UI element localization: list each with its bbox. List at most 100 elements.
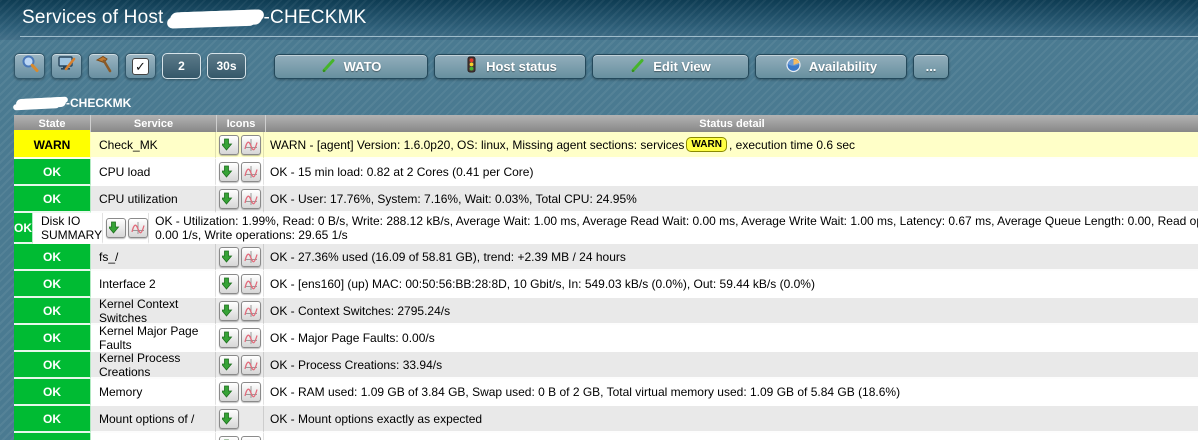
icons-cell bbox=[216, 433, 264, 440]
host-group-label: -CHECKMK bbox=[14, 96, 131, 110]
search-button[interactable] bbox=[14, 53, 45, 79]
more-buttons-button[interactable]: ... bbox=[913, 53, 949, 79]
icons-cell bbox=[216, 406, 264, 433]
service-row: OK fs_/ OK - 27.36% used (16.09 of 58.81 G… bbox=[14, 244, 1198, 271]
service-name[interactable]: Mount options of / bbox=[91, 406, 216, 433]
service-row: OK Memory OK - RAM used: 1.09 GB of 3.84 G… bbox=[14, 379, 1198, 406]
service-row: OK Kernel Process Creations OK - Process C… bbox=[14, 351, 1198, 379]
wato-button[interactable]: WATO bbox=[274, 53, 428, 79]
column-header-service[interactable]: Service bbox=[91, 115, 217, 132]
service-name[interactable]: Interface 2 bbox=[91, 271, 216, 298]
refresh-interval-button[interactable]: 30s bbox=[207, 53, 246, 79]
service-name[interactable]: Kernel Context Switches bbox=[91, 297, 216, 325]
title-underline bbox=[20, 36, 1198, 37]
service-graph-icon[interactable] bbox=[128, 217, 149, 238]
icons-cell bbox=[216, 186, 264, 213]
more-buttons-label: ... bbox=[925, 58, 937, 74]
service-graph-icon[interactable] bbox=[241, 300, 261, 321]
page-title-suffix: -CHECKMK bbox=[263, 7, 367, 28]
column-header-icons[interactable]: Icons bbox=[217, 115, 266, 132]
service-name[interactable] bbox=[91, 433, 216, 440]
service-row: OK bbox=[14, 433, 1198, 440]
service-name[interactable]: Disk IO SUMMARY bbox=[33, 213, 104, 244]
icons-cell bbox=[216, 352, 264, 379]
service-graph-icon[interactable] bbox=[241, 327, 261, 348]
edit-view-button[interactable]: Edit View bbox=[592, 53, 749, 79]
availability-button-label: Availability bbox=[808, 58, 878, 74]
columns-button[interactable]: 2 bbox=[162, 53, 201, 79]
service-graph-icon[interactable] bbox=[241, 161, 261, 182]
painter-options-button[interactable] bbox=[51, 53, 82, 79]
service-name[interactable]: CPU utilization bbox=[91, 186, 216, 213]
availability-button[interactable]: Availability bbox=[755, 53, 907, 79]
page-title-prefix: Services of Host bbox=[22, 7, 164, 28]
status-detail-line: OK - Utilization: 1.99%, Read: 0 B/s, Wr… bbox=[155, 213, 1198, 228]
service-row: OK Kernel Context Switches OK - Context Sw… bbox=[14, 297, 1198, 325]
page-title: Services of Host -CHECKMK bbox=[22, 7, 366, 29]
service-name[interactable]: Memory bbox=[91, 379, 216, 406]
icons-cell bbox=[216, 244, 264, 271]
status-detail-line: 0.00 1/s, Write operations: 29.65 1/s bbox=[155, 227, 348, 242]
service-graph-icon[interactable] bbox=[241, 134, 261, 155]
service-row: WARN Check_MK WARN - [agent] Version: 1.6.… bbox=[14, 132, 1198, 159]
service-graph-icon[interactable] bbox=[241, 273, 261, 294]
status-detail: OK - [ens160] (up) MAC: 00:50:56:BB:28:8… bbox=[264, 271, 1198, 298]
service-menu-icon[interactable] bbox=[219, 300, 239, 321]
state-cell: OK bbox=[14, 325, 91, 352]
status-detail bbox=[264, 433, 1198, 440]
icons-cell bbox=[216, 271, 264, 298]
status-detail: OK - User: 17.76%, System: 7.16%, Wait: … bbox=[264, 186, 1198, 213]
service-name[interactable]: fs_/ bbox=[91, 244, 216, 271]
commands-button[interactable] bbox=[88, 53, 119, 79]
icons-cell bbox=[216, 379, 264, 406]
state-cell: OK bbox=[14, 271, 91, 298]
service-menu-icon[interactable] bbox=[219, 134, 239, 155]
icons-cell bbox=[216, 159, 264, 186]
service-menu-icon[interactable] bbox=[219, 327, 239, 348]
state-cell: OK bbox=[14, 352, 91, 379]
icons-cell bbox=[216, 325, 264, 352]
status-detail: OK - Process Creations: 33.94/s bbox=[264, 352, 1198, 379]
wato-button-label: WATO bbox=[343, 58, 382, 74]
service-menu-icon[interactable] bbox=[219, 381, 239, 402]
checkboxes-toggle-button[interactable]: ✓ bbox=[125, 53, 156, 79]
service-menu-icon[interactable] bbox=[219, 246, 239, 267]
service-graph-icon[interactable] bbox=[241, 188, 261, 209]
search-icon bbox=[20, 54, 40, 79]
service-menu-icon[interactable] bbox=[219, 435, 239, 440]
status-detail: OK - 27.36% used (16.09 of 58.81 GB), tr… bbox=[264, 244, 1198, 271]
service-menu-icon[interactable] bbox=[106, 217, 127, 238]
service-name[interactable]: Kernel Process Creations bbox=[91, 351, 216, 379]
status-detail-text: , execution time 0.6 sec bbox=[728, 137, 856, 152]
service-menu-icon[interactable] bbox=[219, 188, 239, 209]
service-graph-icon[interactable] bbox=[241, 381, 261, 402]
state-cell: OK bbox=[14, 186, 91, 213]
icons-cell bbox=[216, 298, 264, 325]
status-detail: OK - Utilization: 1.99%, Read: 0 B/s, Wr… bbox=[149, 213, 1198, 244]
service-menu-icon[interactable] bbox=[219, 354, 239, 375]
host-status-button[interactable]: Host status bbox=[434, 53, 586, 79]
service-name[interactable]: Check_MK bbox=[91, 132, 216, 159]
service-graph-icon[interactable] bbox=[241, 246, 261, 267]
service-menu-icon[interactable] bbox=[219, 273, 239, 294]
service-graph-icon[interactable] bbox=[241, 435, 261, 440]
service-graph-icon[interactable] bbox=[241, 354, 261, 375]
state-cell: OK bbox=[14, 379, 91, 406]
redaction-scribble bbox=[15, 96, 67, 110]
column-header-status-detail[interactable]: Status detail bbox=[699, 117, 765, 130]
pencil-icon bbox=[321, 57, 337, 76]
icons-cell bbox=[216, 132, 264, 159]
service-menu-icon[interactable] bbox=[219, 408, 239, 429]
state-cell: OK bbox=[14, 298, 91, 325]
service-name[interactable]: CPU load bbox=[91, 159, 216, 186]
column-header-state[interactable]: State bbox=[14, 115, 91, 132]
host-group-label-suffix: -CHECKMK bbox=[66, 96, 132, 110]
service-name[interactable]: Kernel Major Page Faults bbox=[91, 324, 216, 352]
status-detail: OK - 15 min load: 0.82 at 2 Cores (0.41 … bbox=[264, 159, 1198, 186]
service-row: OK Disk IO SUMMARY OK - Utilization: 1.99%… bbox=[14, 213, 1198, 244]
service-row: OK Mount options of / OK - Mount options e… bbox=[14, 406, 1198, 433]
status-detail: OK - RAM used: 1.09 GB of 3.84 GB, Swap … bbox=[264, 379, 1198, 406]
service-row: OK CPU load OK - 15 min load: 0.82 at 2 Co… bbox=[14, 159, 1198, 186]
service-menu-icon[interactable] bbox=[219, 161, 239, 182]
toolbar: ✓ 2 30s WATO Host status Edit View bbox=[14, 53, 949, 79]
